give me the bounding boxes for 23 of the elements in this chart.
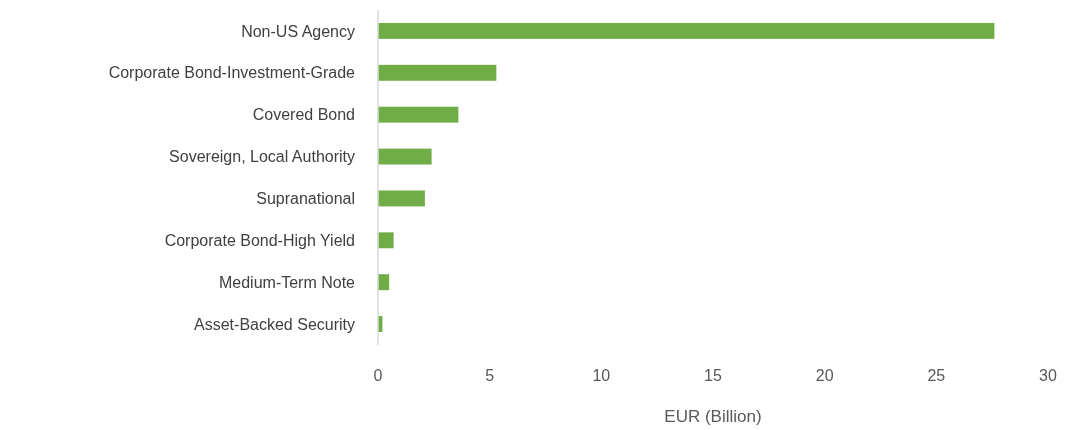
x-tick-label: 10 bbox=[592, 367, 611, 384]
bar bbox=[378, 274, 390, 291]
y-tick-label: Sovereign, Local Authority bbox=[169, 148, 355, 166]
y-tick-label: Corporate Bond-Investment-Grade bbox=[108, 64, 356, 82]
x-tick-label: 30 bbox=[1039, 367, 1057, 384]
y-tick-label: Corporate Bond-High Yield bbox=[164, 231, 355, 249]
y-tick-label: Covered Bond bbox=[252, 106, 355, 124]
x-tick-label: 0 bbox=[373, 367, 383, 384]
bar bbox=[378, 190, 425, 207]
bar bbox=[378, 106, 459, 123]
bar bbox=[378, 148, 432, 165]
y-tick-label: Medium-Term Note bbox=[218, 273, 356, 291]
y-tick-label: Asset-Backed Security bbox=[194, 315, 355, 333]
bar bbox=[378, 64, 497, 81]
y-tick-label: Supranational bbox=[256, 190, 355, 208]
x-axis-title: EUR (Billion) bbox=[664, 407, 762, 426]
bar bbox=[378, 232, 394, 249]
x-tick-label: 20 bbox=[815, 367, 834, 384]
x-tick-label: 15 bbox=[704, 367, 722, 384]
x-tick-label: 5 bbox=[485, 367, 495, 384]
bar bbox=[378, 22, 995, 39]
x-tick-label: 25 bbox=[927, 367, 946, 384]
y-tick-label: Non-US Agency bbox=[241, 22, 355, 40]
